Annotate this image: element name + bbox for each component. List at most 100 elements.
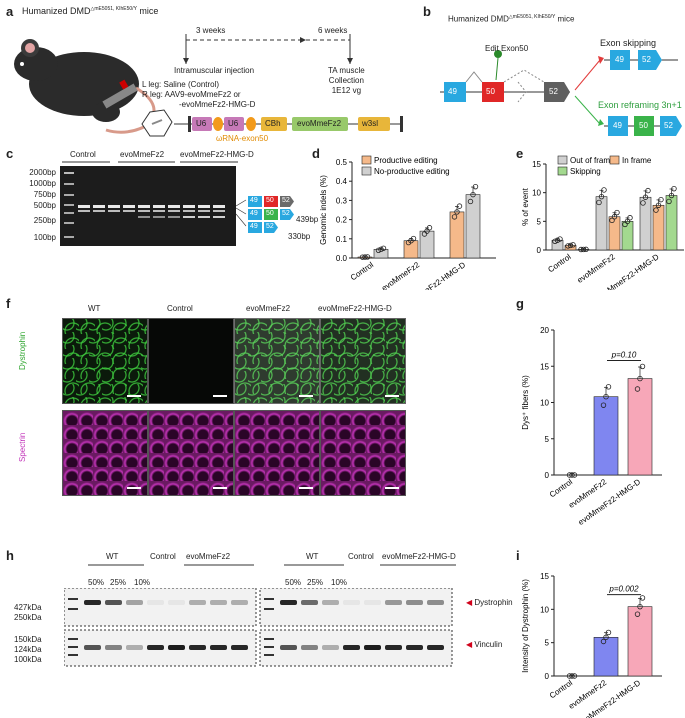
- timeline-3weeks: 3 weeks: [196, 26, 226, 35]
- x-tick-label: Control: [548, 477, 574, 499]
- row-spectrin: Spectrin: [18, 432, 27, 462]
- gel-band-439: [183, 205, 195, 208]
- construct-diagram: [141, 109, 403, 137]
- y-axis-label: Dys⁺ fibers (%): [521, 375, 530, 430]
- exon-editing-diagram: [440, 50, 682, 136]
- x-tick-label: Control: [548, 678, 574, 700]
- legend-label: In frame: [622, 156, 652, 165]
- data-point: [627, 215, 633, 221]
- gel-exon-52-b: 52: [282, 210, 290, 217]
- y-tick-label: 0: [545, 672, 550, 681]
- gel-exon-50-b: 50: [266, 210, 274, 217]
- r-leg-label-2: -evoMmeFz2-HMG-D: [179, 100, 256, 109]
- data-point: [666, 198, 672, 205]
- micrograph-control-dystrophin: [148, 318, 234, 404]
- y-axis-label: % of event: [521, 187, 530, 226]
- vinculin-band: [126, 645, 143, 650]
- dystrophin-label: ◀ Dystrophin: [466, 598, 513, 607]
- panel-b-title: Humanized DMD△mE5051, KIhE50/Y mice: [448, 14, 575, 24]
- y-tick-label: 15: [532, 160, 541, 169]
- data-point: [600, 402, 607, 408]
- dystrophin-arrow-icon: ◀: [466, 598, 473, 607]
- data-point: [456, 203, 463, 209]
- skip-exon-49: 49: [615, 55, 624, 64]
- gel-group-evommefz2: evoMmeFz2: [120, 150, 165, 159]
- gel-band-330: [213, 216, 225, 218]
- timeline-6weeks: 6 weeks: [318, 26, 348, 35]
- vinculin-band: [427, 645, 444, 650]
- dystrophin-band: [301, 600, 318, 605]
- p-value: p=0.10: [611, 350, 637, 359]
- row-dystrophin: Dystrophin: [18, 331, 27, 370]
- construct-cbh: CBh: [265, 119, 281, 128]
- data-point: [614, 209, 620, 216]
- data-point: [609, 217, 615, 224]
- data-point: [580, 246, 587, 253]
- gel-band-330: [153, 216, 165, 218]
- data-point: [472, 183, 479, 190]
- gel-band-439: [168, 205, 180, 208]
- data-point: [552, 238, 558, 245]
- gel-exon-49-a: 49: [250, 197, 258, 204]
- marker-lane: [68, 638, 78, 640]
- micrograph-wt-spectrin: [62, 410, 148, 496]
- vinculin-band: [210, 645, 227, 650]
- data-point: [424, 228, 430, 234]
- y-tick-label: 20: [540, 326, 549, 335]
- micrograph-wt-dystrophin: [62, 318, 148, 404]
- gel-band-439: [123, 205, 135, 208]
- gel-group-control: Control: [70, 150, 96, 159]
- blot-right-top: [259, 588, 453, 627]
- edit-exon50-label: Edit Exon50: [485, 44, 529, 53]
- gel-band-330: [138, 216, 150, 218]
- gel-band-mid: [93, 210, 105, 212]
- data-point: [554, 237, 561, 243]
- gel-exon-52-c: 52: [266, 223, 274, 230]
- blot-right-wt: WT: [306, 552, 319, 561]
- vinculin-band: [322, 645, 339, 650]
- panel-label-d: d: [312, 146, 320, 161]
- data-point: [605, 629, 612, 636]
- gel-band-mid: [198, 210, 210, 212]
- blot-group-lines: [88, 564, 456, 566]
- bar: [449, 211, 465, 259]
- gel-band-439: [153, 205, 165, 208]
- y-tick-label: 0: [537, 246, 542, 255]
- gel-band-439: [78, 205, 90, 208]
- data-point: [570, 242, 576, 248]
- gel-band-mid: [123, 210, 135, 212]
- ladder-750: 750bp: [33, 190, 56, 199]
- chart-d: 0.0 0.1 0.2 0.3 0.4 0.5 Genomic indels (%) Cont…: [319, 155, 496, 290]
- y-tick-label: 0.2: [336, 216, 348, 225]
- data-point: [569, 673, 575, 679]
- l-leg-label: L leg: Saline (Control): [142, 80, 220, 89]
- bar: [593, 396, 619, 476]
- construct-u6-2: U6: [228, 119, 239, 128]
- vinculin-band: [84, 645, 101, 650]
- y-tick-label: 15: [540, 572, 549, 581]
- dystrophin-band: [343, 600, 360, 605]
- dystrophin-band: [84, 600, 101, 605]
- y-tick-label: 10: [540, 605, 549, 614]
- dystrophin-band: [406, 600, 423, 605]
- data-point: [639, 595, 646, 601]
- dystrophin-band: [364, 600, 381, 605]
- blot-left-control: Control: [150, 552, 176, 561]
- gel-band-mid: [183, 210, 195, 212]
- y-tick-label: 15: [540, 362, 549, 371]
- p-value: p=0.002: [608, 585, 639, 594]
- western-blot: [64, 588, 453, 667]
- vinculin-band: [231, 645, 248, 650]
- panel-label-h: h: [6, 548, 14, 563]
- marker-250: 250kDa: [14, 613, 42, 622]
- bar: [627, 378, 653, 476]
- dystrophin-band: [210, 600, 227, 605]
- b-exon-50: 50: [486, 87, 495, 96]
- construct-u6-1: U6: [196, 119, 207, 128]
- col-wt: WT: [88, 304, 101, 313]
- ladder-250: 250bp: [33, 216, 56, 225]
- reframe-exon-49: 49: [613, 121, 622, 130]
- vinculin-band: [147, 645, 164, 650]
- marker-lane: [264, 608, 274, 610]
- y-tick-label: 5: [537, 217, 542, 226]
